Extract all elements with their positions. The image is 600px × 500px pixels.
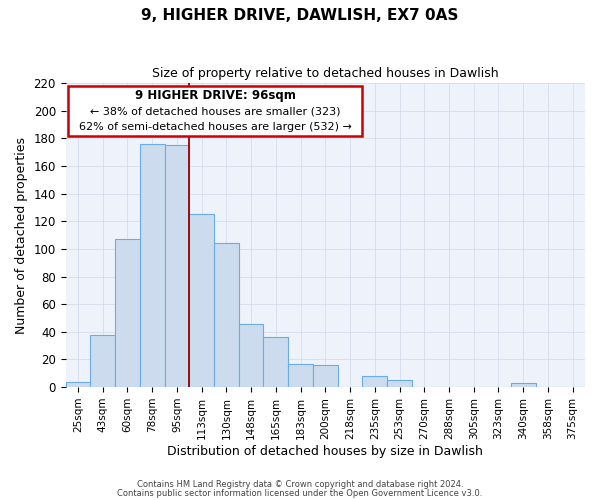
Text: ← 38% of detached houses are smaller (323): ← 38% of detached houses are smaller (32… (90, 106, 340, 116)
FancyBboxPatch shape (68, 86, 362, 136)
Bar (263, 338, 288, 387)
Bar (313, 365, 338, 387)
Bar (140, 144, 164, 387)
Bar (190, 214, 214, 387)
X-axis label: Distribution of detached houses by size in Dawlish: Distribution of detached houses by size … (167, 444, 483, 458)
Y-axis label: Number of detached properties: Number of detached properties (15, 136, 28, 334)
Bar (511, 383, 536, 387)
Text: Contains HM Land Registry data © Crown copyright and database right 2024.: Contains HM Land Registry data © Crown c… (137, 480, 463, 489)
Bar (115, 239, 140, 387)
Bar (387, 380, 412, 387)
Bar (164, 145, 190, 387)
Bar (362, 376, 387, 387)
Text: Contains public sector information licensed under the Open Government Licence v3: Contains public sector information licen… (118, 488, 482, 498)
Bar (65, 382, 91, 387)
Bar (288, 364, 313, 387)
Text: 9, HIGHER DRIVE, DAWLISH, EX7 0AS: 9, HIGHER DRIVE, DAWLISH, EX7 0AS (142, 8, 458, 22)
Bar (214, 244, 239, 387)
Text: 62% of semi-detached houses are larger (532) →: 62% of semi-detached houses are larger (… (79, 122, 352, 132)
Text: 9 HIGHER DRIVE: 96sqm: 9 HIGHER DRIVE: 96sqm (134, 88, 295, 102)
Bar (239, 324, 263, 387)
Title: Size of property relative to detached houses in Dawlish: Size of property relative to detached ho… (152, 68, 499, 80)
Bar (91, 334, 115, 387)
